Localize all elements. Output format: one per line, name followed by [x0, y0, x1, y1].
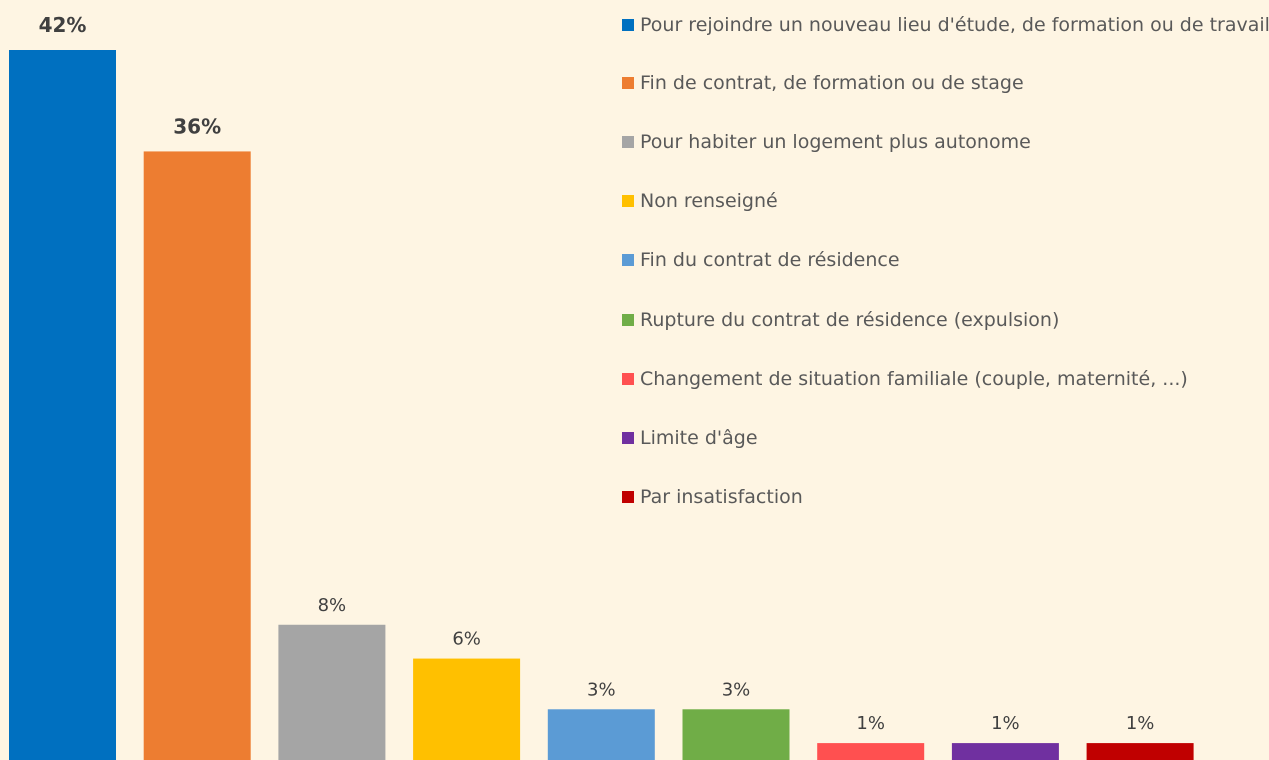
value-label: 1%	[856, 713, 885, 734]
legend-swatch	[622, 19, 634, 31]
legend-swatch	[622, 373, 634, 385]
legend-item: Fin de contrat, de formation ou de stage	[622, 70, 1269, 96]
legend-item: Changement de situation familiale (coupl…	[622, 366, 1269, 392]
legend-label: Limite d'âge	[640, 427, 758, 449]
legend-label: Pour rejoindre un nouveau lieu d'étude, …	[640, 14, 1269, 36]
legend-item: Rupture du contrat de résidence (expulsi…	[622, 307, 1269, 333]
bar	[1086, 743, 1194, 760]
value-label: 3%	[722, 679, 751, 700]
legend-swatch	[622, 77, 634, 89]
legend-item: Pour rejoindre un nouveau lieu d'étude, …	[622, 12, 1269, 38]
value-label: 3%	[587, 679, 616, 700]
legend-item: Fin du contrat de résidence	[622, 247, 1269, 273]
legend-swatch	[622, 491, 634, 503]
bar	[951, 743, 1059, 760]
legend-swatch	[622, 136, 634, 148]
bar	[817, 743, 925, 760]
bar	[9, 50, 116, 760]
bar	[682, 709, 790, 760]
legend-swatch	[622, 432, 634, 444]
legend-label: Par insatisfaction	[640, 486, 803, 508]
legend-item: Par insatisfaction	[622, 484, 1269, 510]
legend-item: Non renseigné	[622, 188, 1269, 214]
value-label: 36%	[173, 114, 221, 138]
legend-label: Pour habiter un logement plus autonome	[640, 131, 1031, 153]
legend-label: Rupture du contrat de résidence (expulsi…	[640, 309, 1060, 331]
bar	[413, 658, 521, 760]
legend-label: Changement de situation familiale (coupl…	[640, 368, 1188, 390]
bar	[547, 709, 655, 760]
value-label: 6%	[452, 629, 481, 650]
legend-item: Limite d'âge	[622, 425, 1269, 451]
bar	[278, 624, 386, 760]
value-label: 8%	[318, 595, 347, 616]
legend-label: Fin de contrat, de formation ou de stage	[640, 72, 1024, 94]
value-label: 42%	[39, 13, 87, 37]
value-label: 1%	[991, 713, 1020, 734]
legend-item: Pour habiter un logement plus autonome	[622, 129, 1269, 155]
legend-swatch	[622, 254, 634, 266]
legend-label: Non renseigné	[640, 190, 778, 212]
legend-label: Fin du contrat de résidence	[640, 249, 900, 271]
value-label: 1%	[1126, 713, 1155, 734]
bar	[143, 151, 251, 760]
legend-swatch	[622, 314, 634, 326]
legend-swatch	[622, 195, 634, 207]
